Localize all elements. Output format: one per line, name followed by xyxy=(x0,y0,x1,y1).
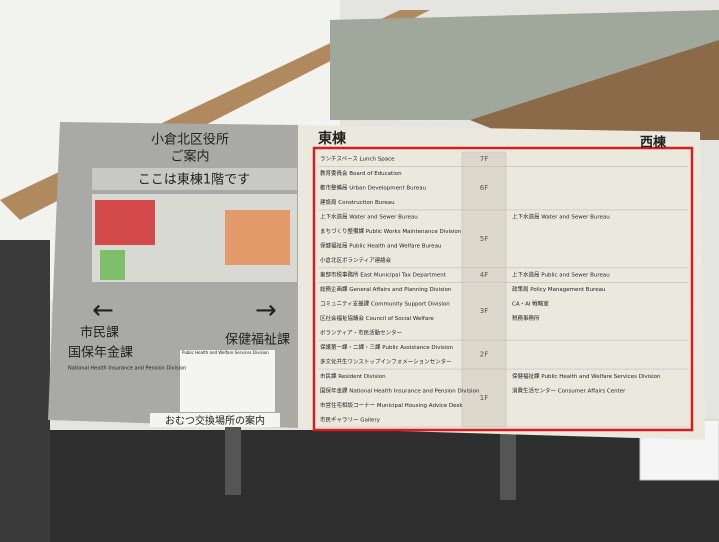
floor-label: 1F xyxy=(480,394,488,402)
floor-label: 6F xyxy=(480,184,488,192)
east-entry: コミュニティ支援課 Community Support Division xyxy=(320,299,450,307)
east-entry: 区社会福祉協議会 Council of Social Welfare xyxy=(320,314,434,322)
east-entry: 都市整備局 Urban Development Bureau xyxy=(320,184,426,192)
arrow-right: → xyxy=(255,296,277,326)
floor-cell xyxy=(461,282,507,341)
stairs xyxy=(470,40,719,140)
east-label: 東棟 xyxy=(318,130,347,147)
east-entry: まちづくり整備課 Public Works Maintenance Divisi… xyxy=(320,227,462,235)
west-label: 西棟 xyxy=(640,135,667,151)
floor-cell xyxy=(461,209,507,269)
east-entry: ランチスペース Lunch Space xyxy=(320,156,395,163)
east-entry: 多文化共生ワンストップインフォメーションセンター xyxy=(320,357,452,365)
map-area xyxy=(225,210,290,265)
map-area xyxy=(95,200,155,245)
east-entry: 国保年金課 National Health Insurance and Pens… xyxy=(320,386,480,394)
east-entry: 小倉北区ボランティア連絡会 xyxy=(320,256,392,264)
east-entry: 東部市税事務所 East Municipal Tax Department xyxy=(320,271,447,279)
east-entry: 市営住宅相談コーナー Municipal Housing Advice Desk xyxy=(320,401,463,409)
map-area xyxy=(100,250,125,280)
west-entry: 税務事務所 xyxy=(512,314,540,322)
east-entry: 総務企画課 General Affairs and Planning Divis… xyxy=(320,285,452,293)
west-entry: 上下水道局 Public and Sewer Bureau xyxy=(512,271,610,279)
sign-subtitle: ご案内 xyxy=(170,149,209,165)
location: ここは東棟1階です xyxy=(138,172,250,188)
west-entry: CA・AI 戦略室 xyxy=(512,299,549,307)
stand-leg xyxy=(500,430,516,500)
floor-label: 4F xyxy=(480,271,488,279)
stand-leg xyxy=(225,425,241,495)
note-band xyxy=(150,413,280,427)
note-map xyxy=(180,350,275,412)
west-entry: 上下水道局 Water and Sewer Bureau xyxy=(512,213,610,221)
floor-cell xyxy=(461,339,507,370)
east-entry: 教育委員会 Board of Education xyxy=(320,169,402,177)
floor-label: 5F xyxy=(480,235,488,243)
arrow-left: ← xyxy=(92,296,114,326)
east-entry: ボランティア・市民活動センター xyxy=(320,328,402,336)
direction-english: Public Health and Welfare Services Divis… xyxy=(182,350,269,355)
post xyxy=(0,240,50,542)
red-frame xyxy=(312,146,694,432)
direction-label: 市民課 xyxy=(80,325,119,341)
floor-cell xyxy=(461,166,507,211)
direction-english: National Health Insurance and Pension Di… xyxy=(68,366,186,372)
sign-title: 小倉北区役所 xyxy=(151,133,229,148)
east-entry: 建設局 Construction Bureau xyxy=(320,198,395,206)
east-entry: 保健福祉局 Public Health and Welfare Bureau xyxy=(320,242,441,250)
note: おむつ交換場所の案内 xyxy=(165,414,265,427)
west-entry: 保健福祉課 Public Health and Welfare Services… xyxy=(512,372,661,380)
floor-cell xyxy=(461,368,507,428)
floor xyxy=(0,430,719,542)
location-band xyxy=(92,168,297,190)
direction-label: 保健福祉課 xyxy=(225,332,290,348)
floor-label: 3F xyxy=(480,307,488,315)
floor-label: 7F xyxy=(480,155,488,163)
east-entry: 市民課 Resident Division xyxy=(320,372,386,380)
east-entry: 市民ギャラリー Gallery xyxy=(320,415,381,423)
west-entry: 政策局 Policy Management Bureau xyxy=(512,285,605,293)
east-entry: 保護第一課・二課・三課 Public Assistance Division xyxy=(320,343,454,351)
east-entry: 上下水道局 Water and Sewer Bureau xyxy=(320,213,418,221)
direction-sub: 国保年金課 xyxy=(68,345,133,361)
west-entry: 消費生活センター Consumer Affairs Center xyxy=(512,386,626,394)
floor-label: 2F xyxy=(480,351,488,359)
